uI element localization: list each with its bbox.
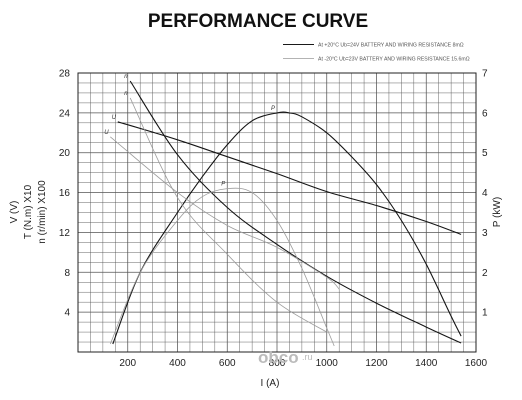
plot-series: n U Pn U P [104,74,462,347]
series-label-warm-p: P [271,106,275,112]
x-tick-label: 1400 [415,358,438,369]
y-left-tick-label: 16 [59,188,71,199]
legend-item-1: At +20°C Ub=24V BATTERY AND WIRING RESIS… [318,43,464,49]
y-right-tick-label: 7 [482,69,488,80]
x-tick-label: 1200 [365,358,388,369]
series-label-warm-u: U [112,115,117,121]
y-left-axis-label: T (N.m) X10 [23,184,34,239]
chart-legend: At +20°C Ub=24V BATTERY AND WIRING RESIS… [283,43,470,63]
series-label-cold-p: P [221,182,225,188]
watermark-suffix: .ru [302,352,313,362]
y-left-tick-label: 8 [64,268,70,279]
series-line-warm-n [129,80,462,344]
chart-title: PERFORMANCE CURVE [148,11,368,32]
x-tick-label: 600 [219,358,236,369]
series-line-warm-u [117,121,462,235]
x-tick-label: 200 [119,358,136,369]
plot-frame [77,72,477,353]
y-left-axis-label: V (V) [9,201,20,224]
y-right-tick-label: 3 [482,228,488,239]
series-line-cold-p [109,187,335,347]
y-left-tick-label: 12 [59,228,71,239]
y-left-tick-label: 20 [59,148,71,159]
plot-grid [77,72,477,353]
series-label-cold-n: n [124,91,128,97]
y-right-tick-label: 6 [482,108,488,119]
y-left-tick-label: 28 [59,69,71,80]
series-line-cold-u [110,136,340,290]
y-right-tick-label: 4 [482,188,488,199]
y-right-tick-label: 1 [482,308,488,319]
x-tick-label: 1600 [465,358,488,369]
y-right-tick-label: 5 [482,148,488,159]
watermark: obco .ru [258,348,313,367]
y-right-axis-label: P (kW) [492,197,503,227]
x-tick-label: 800 [269,358,286,369]
watermark-brand: obco [258,348,299,367]
y-left-tick-label: 4 [64,308,70,319]
series-line-cold-n [129,97,328,333]
series-label-warm-n: n [124,74,128,80]
legend-item-2: At -20°C Ub=23V BATTERY AND WIRING RESIS… [318,57,470,63]
x-tick-label: 1000 [316,358,339,369]
x-axis-label: I (A) [261,378,280,389]
x-tick-label: 400 [169,358,186,369]
series-line-warm-p [112,111,462,345]
y-left-tick-label: 24 [59,108,71,119]
series-label-cold-u: U [104,130,109,136]
axis-ticks: 200 400 600 800 1000 1200 1400 1600481216202428… [9,69,503,390]
y-left-axis-label: n (r/min) X100 [37,180,48,244]
y-right-tick-label: 2 [482,268,488,279]
